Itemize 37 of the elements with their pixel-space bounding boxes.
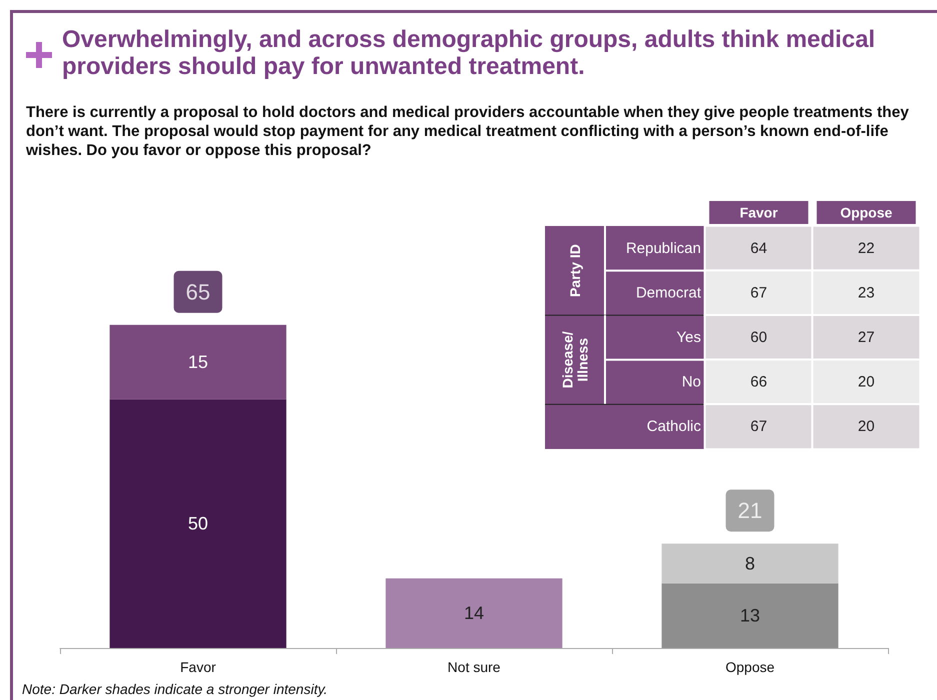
data-label: 66 — [750, 374, 768, 391]
x-tick-label: Favor — [180, 659, 216, 675]
bar — [110, 399, 286, 648]
y-tick-label: No — [682, 374, 701, 391]
bar — [386, 578, 562, 648]
data-label: 60 — [750, 329, 768, 346]
x-tick-label: Not sure — [448, 659, 501, 675]
data-label: 20 — [858, 374, 875, 391]
y-tick-label: Democrat — [636, 284, 702, 302]
x-tick-label: Favor — [740, 204, 778, 220]
total-label: 21 — [738, 498, 762, 524]
x-tick-label: Oppose — [725, 659, 775, 675]
data-label: 27 — [858, 329, 875, 346]
data-label: 23 — [858, 284, 875, 302]
text: Note: Darker shades indicate a stronger intensity. — [22, 681, 328, 697]
data-label: 64 — [750, 240, 768, 257]
bar — [662, 544, 838, 584]
data-label: 8 — [744, 553, 756, 574]
y-tick-label: Republican — [626, 240, 701, 257]
y-tick-label: Catholic — [646, 418, 702, 436]
data-label: 15 — [188, 352, 208, 372]
data-label: 67 — [750, 284, 768, 302]
data-label: 50 — [188, 514, 208, 534]
data-label: 67 — [750, 418, 768, 436]
data-label: 20 — [858, 418, 875, 436]
data-label: 14 — [464, 603, 484, 624]
chart-title: Overwhelmingly, and across demographic groups, adults think medical providers should pay for unwanted treatment. — [62, 26, 876, 80]
bar — [662, 583, 838, 648]
y-tick-label: Yes — [676, 329, 701, 346]
data-label: 13 — [740, 606, 760, 626]
x-tick-label: Oppose — [840, 204, 893, 220]
data-label: 22 — [858, 240, 875, 257]
text: Party ID — [567, 244, 583, 298]
total-label: 65 — [186, 279, 210, 304]
chart-subtitle: There is currently a proposal to hold doctors and medical providers accountable when they give people treatments they don’t want. The proposal would stop payment for any medical treatment conflicting with a person’s known end-of-life wishes. Do you favor or oppose this proposal? — [26, 103, 910, 160]
annotation: Disease/ Illness — [560, 331, 590, 388]
bar — [110, 324, 286, 400]
